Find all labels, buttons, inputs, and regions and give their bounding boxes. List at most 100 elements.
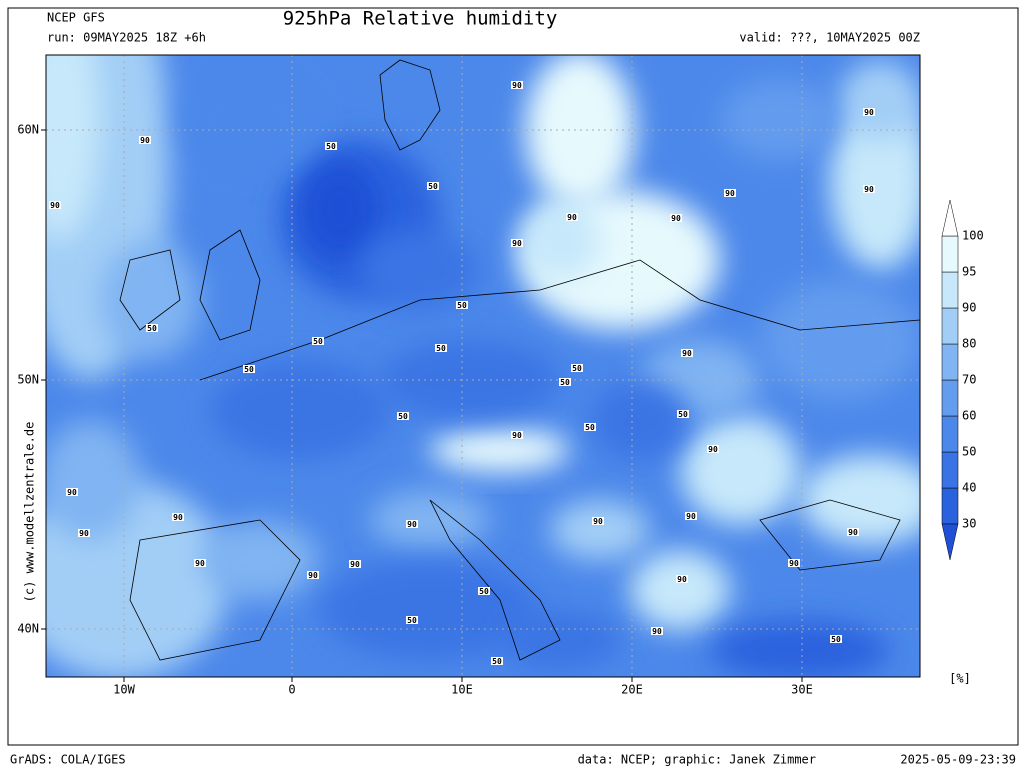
contour-label-bg [78,529,90,537]
lon-label: 30E [791,683,813,697]
lat-label: 50N [17,373,39,387]
humidity-field [46,55,920,677]
coast [199,229,261,341]
contour-label: 90 [140,136,150,145]
contour-label: 90 [682,349,692,358]
contour-label: 50 [313,337,323,346]
colorbar-box [941,271,959,309]
lat-label: 40N [17,622,39,636]
model: NCEP GFS [47,11,105,25]
contour-label: 50 [831,635,841,644]
graticule [46,55,920,677]
humidity-area [180,70,320,170]
contour-label: 90 [725,189,735,198]
colorbar-label: 60 [962,409,976,423]
humidity-area [800,455,920,545]
run: run: 09MAY2025 18Z +6h [47,31,206,45]
humidity-area [370,490,490,550]
contour-label: 90 [67,488,77,497]
colorbar-label: 40 [962,481,976,495]
humidity-area [590,380,690,460]
contour-label-bg [707,445,719,453]
contour-label-bg [146,324,158,332]
contour-label-bg [592,517,604,525]
title: 925hPa Relative humidity [283,8,558,30]
contour-label: 90 [593,517,603,526]
contour-label-bg [566,213,578,221]
humidity-area [520,200,600,280]
humidity-area [200,520,320,600]
contour-label-bg [194,559,206,567]
contour-label-bg [397,412,409,420]
contour-label: 90 [864,108,874,117]
coastlines [119,59,920,661]
contour-label-bg [243,365,255,373]
contour-label-bg [863,185,875,193]
contour-label-bg [685,512,697,520]
contour-label: 90 [512,239,522,248]
contour-label: 50 [572,364,582,373]
contour-label: 90 [407,520,417,529]
contour-label: 50 [678,410,688,419]
contour-label-bg [676,575,688,583]
lon-label: 10E [451,683,473,697]
contour-label-bg [511,431,523,439]
contour-label: 90 [50,201,60,210]
humidity-area [300,160,380,260]
contour-label-bg [325,142,337,150]
humidity-area [840,60,920,140]
colorbar-box [941,487,959,525]
contour-label-bg [66,488,78,496]
contour-label: 50 [457,301,467,310]
contour-label: 50 [492,657,502,666]
contour-label: 90 [864,185,874,194]
colorbar-label: 50 [962,445,976,459]
lat-label: 60N [17,123,39,137]
colorbar-label: 30 [962,517,976,531]
contour-label: 50 [398,412,408,421]
contour-label-bg [788,559,800,567]
contour-label-bg [681,349,693,357]
contour-label: 50 [560,378,570,387]
humidity-area [210,360,390,460]
colorbar-high [941,199,959,237]
contour-label-bg [456,301,468,309]
coast [129,519,301,661]
colorbar-low [941,523,959,561]
contour-label: 90 [789,559,799,568]
contour-label: 90 [652,627,662,636]
humidity-area [525,55,635,210]
contour-label: 90 [195,559,205,568]
humidity-area [100,240,200,360]
contour-label: 50 [147,324,157,333]
contour-label-bg [511,81,523,89]
colorbar-box [941,415,959,453]
contour-label: 90 [686,512,696,521]
colorbar-label: 70 [962,373,976,387]
humidity-area [46,420,140,540]
humidity-area [710,620,890,677]
humidity-area [630,550,730,630]
contour-label: 90 [79,529,89,538]
coast [429,499,561,661]
contour-label: 50 [407,616,417,625]
colorbar-box [941,343,959,381]
contour-label: 50 [436,344,446,353]
contour-label-bg [847,528,859,536]
humidity-area [380,340,560,420]
colorbar-label: 100 [962,229,984,243]
contour-label-bg [511,239,523,247]
lon-label: 10W [113,683,135,697]
contour-label-bg [559,378,571,386]
contour-label-bg [863,108,875,116]
valid: valid: ???, 10MAY2025 00Z [739,31,920,45]
colorbar-box [941,307,959,345]
contour-label: 50 [585,423,595,432]
footer-left: GrADS: COLA/IGES [10,753,126,767]
humidity-area [430,428,570,472]
contour-label-bg [312,337,324,345]
contour-label: 90 [671,214,681,223]
contour-label-bg [172,513,184,521]
humidity-area [46,55,100,240]
